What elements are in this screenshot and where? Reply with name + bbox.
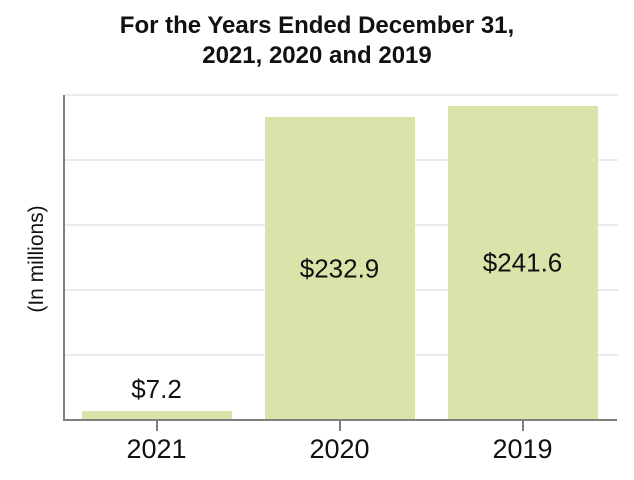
- x-tick-label-2019: 2019: [492, 434, 553, 464]
- x-tick-label-2021: 2021: [126, 434, 187, 464]
- x-tick-label-2020: 2020: [309, 434, 370, 464]
- chart-title-line-1: For the Years Ended December 31,: [119, 12, 515, 39]
- chart-title-line-2: 2021, 2020 and 2019: [202, 42, 432, 69]
- x-tick-2019: [521, 421, 524, 431]
- bar-value-label-2020: $232.9: [299, 253, 380, 284]
- chart-title: For the Years Ended December 31, 2021, 2…: [0, 11, 634, 71]
- x-tick-2020: [338, 421, 341, 431]
- bar-value-label-2019: $241.6: [482, 247, 563, 278]
- x-tick-2021: [155, 421, 158, 431]
- bar-2019: [447, 105, 598, 420]
- y-axis-label: (In millions): [25, 205, 48, 313]
- plot-area: $7.2 2021 $232.9 2020 $241.6 2019: [63, 94, 618, 464]
- y-axis-line: [63, 95, 65, 421]
- bar-value-label-2021: $7.2: [131, 373, 182, 404]
- x-axis-line: [63, 419, 617, 421]
- bar-2020: [264, 117, 415, 420]
- bar-2021: [81, 410, 232, 420]
- gridline-250: [65, 94, 618, 96]
